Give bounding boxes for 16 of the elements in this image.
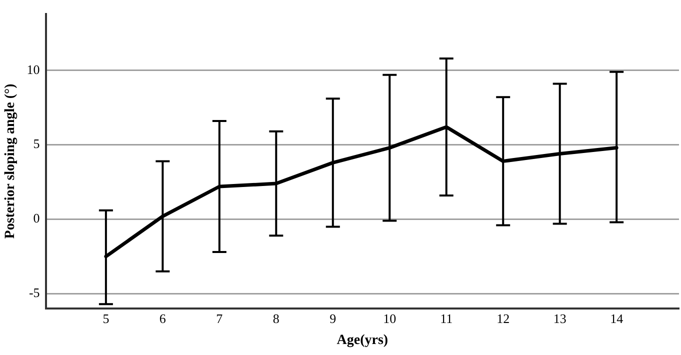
y-axis-title: Posterior sloping angle (°) xyxy=(3,83,18,239)
y-tick-label: 0 xyxy=(33,210,40,226)
x-tick-label: 12 xyxy=(496,310,510,326)
y-tick-label: 5 xyxy=(33,136,40,152)
x-tick-label: 7 xyxy=(216,310,224,326)
y-tick-label: 10 xyxy=(26,62,40,77)
x-tick-label: 5 xyxy=(102,310,110,326)
y-tick-label: -5 xyxy=(28,285,40,300)
x-tick-label: 9 xyxy=(330,310,336,326)
x-tick-label: 11 xyxy=(440,310,453,326)
x-axis-title: Age(yrs) xyxy=(336,333,388,348)
x-tick-label: 8 xyxy=(272,310,280,326)
x-tick-label: 6 xyxy=(159,310,166,326)
x-tick-label: 14 xyxy=(610,310,624,326)
x-tick-label: 13 xyxy=(553,310,566,326)
x-tick-label: 10 xyxy=(383,310,396,326)
